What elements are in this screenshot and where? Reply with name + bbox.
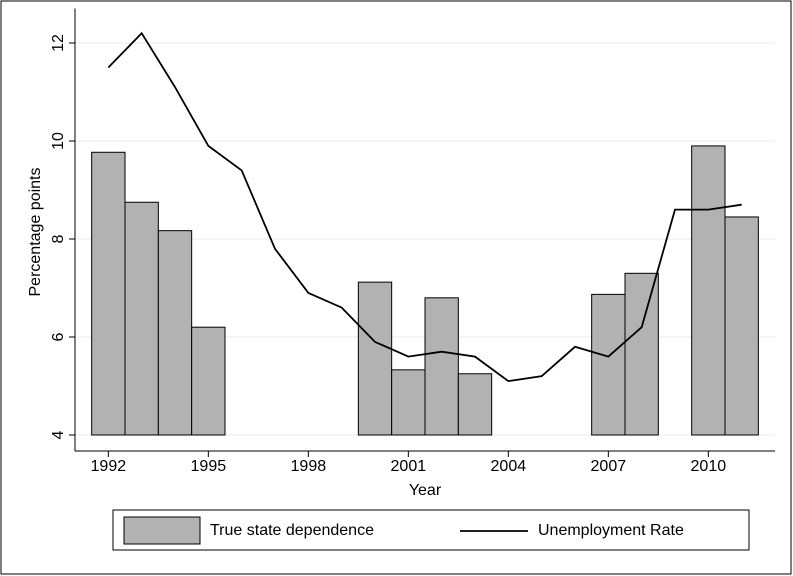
bar	[357, 281, 393, 436]
y-tick-label: 8	[50, 234, 67, 243]
x-tick-label: 2001	[391, 458, 427, 475]
y-tick-label: 10	[50, 132, 67, 150]
y-tick-label: 12	[50, 34, 67, 52]
bar	[191, 326, 226, 436]
bar	[157, 230, 193, 436]
legend-box	[112, 509, 750, 551]
line	[107, 31, 742, 383]
x-tick-label: 1992	[91, 458, 127, 475]
bar	[691, 145, 726, 436]
x-axis-label: Year	[409, 482, 442, 499]
bar	[424, 297, 459, 436]
bar	[591, 293, 626, 436]
y-tick-label: 6	[50, 332, 67, 341]
x-tick-label: 1998	[291, 458, 327, 475]
bar	[391, 369, 426, 436]
y-tick-label: 4	[50, 430, 67, 439]
x-tick-label: 2010	[691, 458, 727, 475]
legend-label: True state dependence	[210, 522, 374, 539]
x-tick-label: 2004	[491, 458, 527, 475]
bar	[624, 272, 659, 436]
legend-label: Unemployment Rate	[538, 522, 684, 539]
y-axis-label: Percentage points	[27, 168, 44, 297]
x-tick-label: 2007	[591, 458, 627, 475]
legend-swatch	[123, 516, 201, 545]
bar	[124, 201, 159, 436]
bar	[724, 216, 759, 436]
bar	[91, 151, 126, 436]
bar	[457, 373, 493, 436]
x-tick-label: 1995	[191, 458, 227, 475]
